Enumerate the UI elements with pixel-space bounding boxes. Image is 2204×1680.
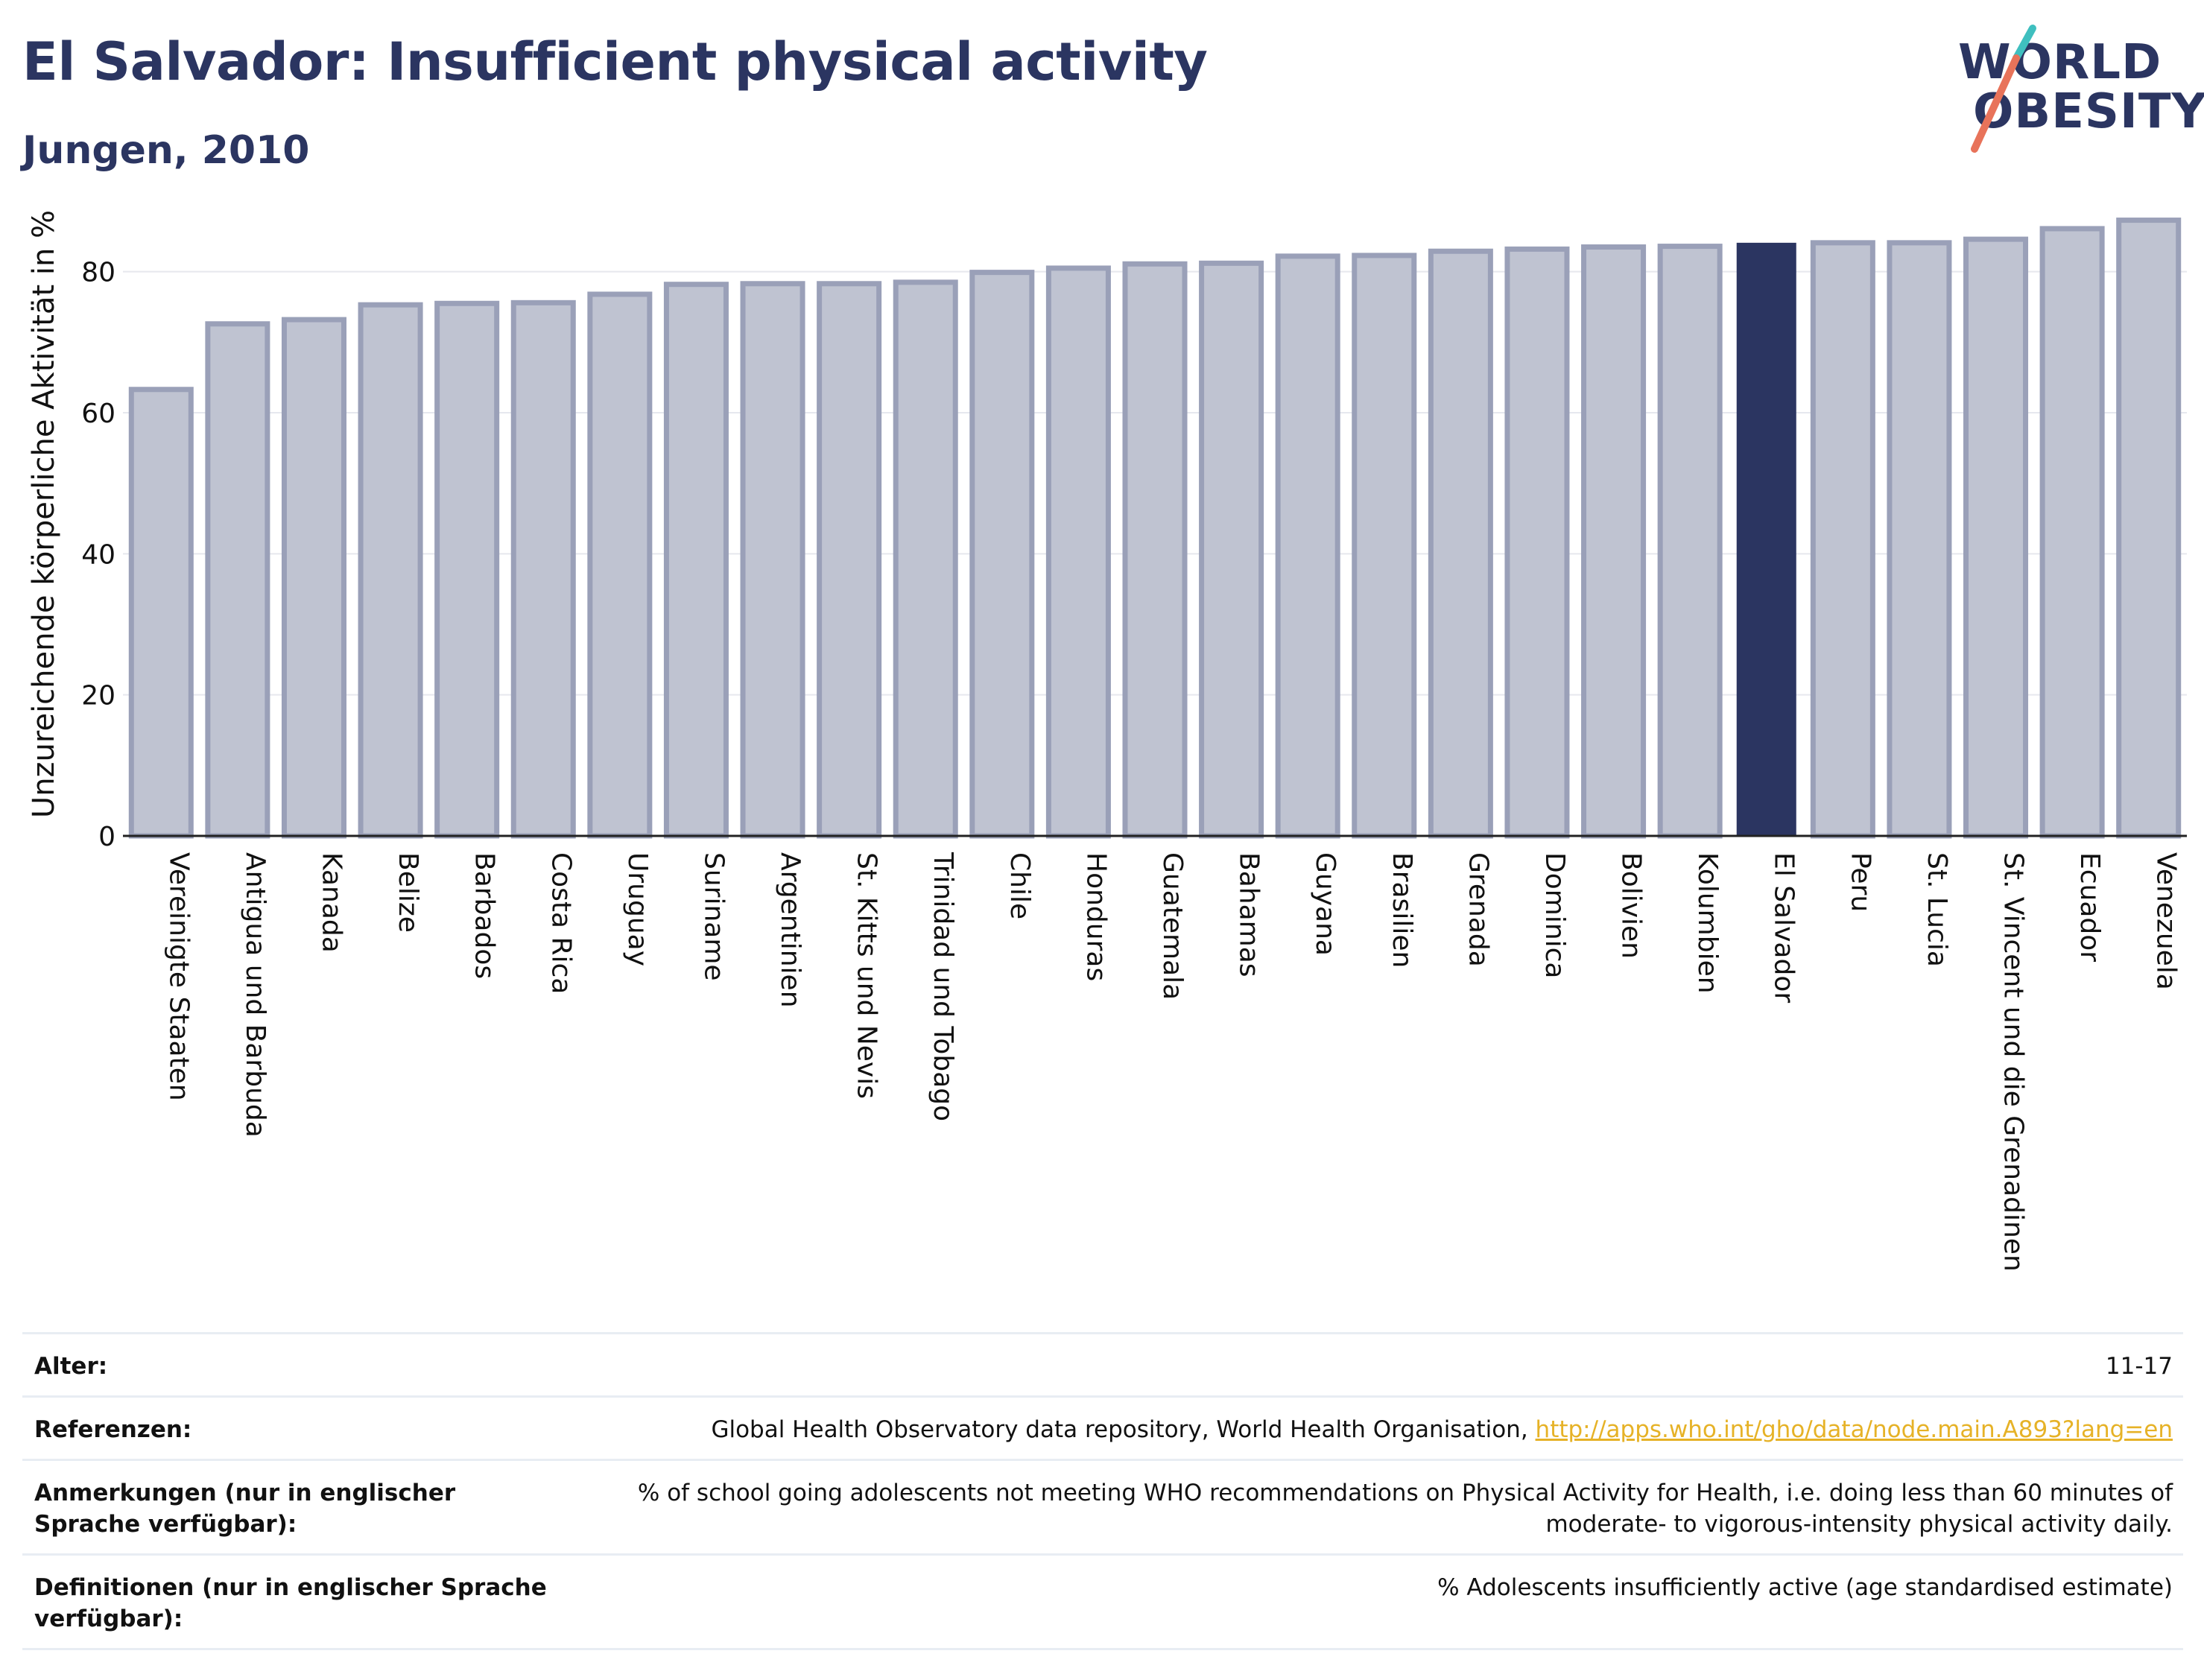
meta-label-references: Referenzen: [34, 1416, 192, 1443]
bar [205, 321, 270, 839]
x-tick-label: Belize [393, 852, 423, 933]
x-tick-label: St. Kitts und Nevis [852, 852, 882, 1099]
bar [1045, 265, 1111, 839]
x-tick-label: Suriname [698, 852, 729, 981]
x-tick-label: St. Lucia [1922, 852, 1952, 967]
y-axis-label: Unzureichende körperliche Aktivität in % [27, 210, 61, 818]
bar [281, 317, 346, 839]
meta-row-definitions: Definitionen (nur in englischer Sprache … [22, 1553, 2183, 1650]
bar [663, 282, 729, 839]
x-tick-label: Bahamas [1234, 852, 1264, 977]
logo-text-line2: OBESITY [1973, 84, 2204, 139]
bar [510, 299, 576, 839]
bar [2116, 218, 2182, 839]
bar [128, 387, 194, 839]
x-tick-label: Peru [1845, 852, 1875, 912]
x-tick-label: Trinidad und Tobago [928, 852, 958, 1121]
meta-value-age: 11-17 [2105, 1353, 2173, 1380]
meta-value-definitions: % Adolescents insufficiently active (age… [1437, 1574, 2173, 1601]
y-tick-label: 40 [81, 539, 115, 570]
bar [1275, 253, 1340, 839]
bar [587, 291, 653, 839]
x-tick-label: Venezuela [2151, 852, 2182, 990]
bar [1810, 240, 1875, 839]
bar [1352, 253, 1417, 839]
x-tick-label: El Salvador [1769, 852, 1799, 1003]
y-tick-label: 20 [81, 681, 115, 711]
x-tick-label: Vereinigte Staaten [163, 852, 194, 1101]
bar [1199, 260, 1264, 839]
x-tick-label: Bolivien [1616, 852, 1647, 959]
meta-row-notes: Anmerkungen (nur in englischer Sprache v… [22, 1459, 2183, 1553]
bar [358, 302, 423, 839]
x-tick-label: Ecuador [2074, 852, 2105, 962]
logo-slash-icon [1971, 25, 2036, 153]
x-tick-label: Antigua und Barbuda [240, 852, 270, 1138]
bar-chart: 0 20 40 60 80 Vereinigte Staaten Antigua und B… [27, 210, 2187, 1272]
bar [1122, 261, 1188, 839]
x-tick-label: Barbados [469, 852, 500, 979]
meta-value-references: Global Health Observatory data repositor… [711, 1414, 2173, 1445]
meta-label-notes: Anmerkungen (nur in englischer Sprache v… [34, 1480, 456, 1538]
y-tick-label: 80 [81, 258, 115, 288]
x-tick-label: Grenada [1463, 852, 1493, 967]
x-tick-label: Uruguay [622, 852, 653, 966]
x-tick-label: Honduras [1080, 852, 1111, 981]
meta-row-references: Referenzen: Global Health Observatory da… [22, 1395, 2183, 1459]
bar [1887, 240, 1952, 839]
bar [2039, 226, 2105, 839]
meta-label-age: Alter: [34, 1353, 108, 1380]
references-link[interactable]: http://apps.who.int/gho/data/node.main.A… [1535, 1416, 2173, 1443]
x-tick-label: Kanada [316, 852, 346, 953]
bar [1963, 236, 2029, 839]
bar [1657, 244, 1723, 839]
x-tick-label: Chile [1004, 852, 1035, 919]
world-obesity-logo: WORLD OBESITY [1945, 22, 2204, 156]
bar [893, 279, 958, 839]
x-tick-label: Dominica [1539, 852, 1570, 979]
meta-value-notes: % of school going adolescents not meetin… [637, 1480, 2173, 1538]
bar-highlight [1736, 242, 1796, 836]
axes: 0 20 40 60 80 Vereinigte Staaten Antigua und B… [81, 258, 2187, 1272]
bars [128, 218, 2182, 839]
meta-label-definitions: Definitionen (nur in englischer Sprache … [34, 1574, 547, 1632]
bar [1428, 248, 1493, 839]
x-tick-label: Costa Rica [545, 852, 576, 994]
page-subtitle: Jungen, 2010 [22, 128, 310, 173]
x-tick-label: Kolumbien [1692, 852, 1723, 994]
bar [969, 270, 1035, 839]
x-tick-label: Guatemala [1157, 852, 1188, 1000]
x-tick-label: St. Vincent und die Grenadinen [1998, 852, 2029, 1272]
page-title: El Salvador: Insufficient physical activ… [22, 31, 1208, 92]
bar [817, 281, 882, 839]
metadata-table: Alter: 11-17 Referenzen: Global Health O… [22, 1332, 2183, 1650]
x-tick-label: Guyana [1310, 852, 1340, 956]
bar [1504, 246, 1570, 839]
bar [740, 281, 805, 839]
logo-text-line1: WORLD [1958, 35, 2162, 90]
bar [1581, 244, 1647, 839]
references-text: Global Health Observatory data repositor… [711, 1416, 1536, 1443]
y-tick-label: 60 [81, 399, 115, 429]
meta-row-age: Alter: 11-17 [22, 1332, 2183, 1395]
bar [434, 300, 500, 839]
x-tick-label: Argentinien [775, 852, 805, 1008]
y-tick-label: 0 [98, 822, 115, 852]
x-tick-label: Brasilien [1387, 852, 1417, 968]
